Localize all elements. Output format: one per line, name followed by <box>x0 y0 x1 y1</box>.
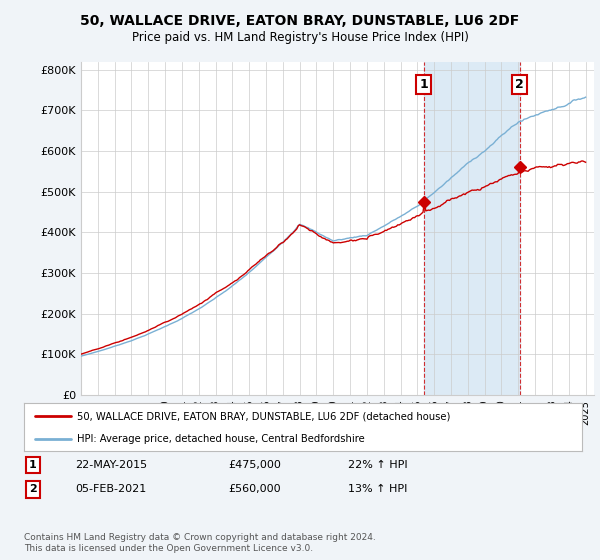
Text: 1: 1 <box>419 78 428 91</box>
Text: 22-MAY-2015: 22-MAY-2015 <box>75 460 147 470</box>
Text: £560,000: £560,000 <box>228 484 281 494</box>
Text: 1: 1 <box>29 460 37 470</box>
Text: Contains HM Land Registry data © Crown copyright and database right 2024.
This d: Contains HM Land Registry data © Crown c… <box>24 533 376 553</box>
Text: 50, WALLACE DRIVE, EATON BRAY, DUNSTABLE, LU6 2DF (detached house): 50, WALLACE DRIVE, EATON BRAY, DUNSTABLE… <box>77 411 451 421</box>
Text: 2: 2 <box>29 484 37 494</box>
Text: £475,000: £475,000 <box>228 460 281 470</box>
Bar <box>424 62 520 395</box>
Text: Price paid vs. HM Land Registry's House Price Index (HPI): Price paid vs. HM Land Registry's House … <box>131 31 469 44</box>
Text: HPI: Average price, detached house, Central Bedfordshire: HPI: Average price, detached house, Cent… <box>77 434 365 444</box>
Text: 05-FEB-2021: 05-FEB-2021 <box>75 484 146 494</box>
Text: 50, WALLACE DRIVE, EATON BRAY, DUNSTABLE, LU6 2DF: 50, WALLACE DRIVE, EATON BRAY, DUNSTABLE… <box>80 14 520 28</box>
Text: 22% ↑ HPI: 22% ↑ HPI <box>348 460 407 470</box>
Text: 2: 2 <box>515 78 524 91</box>
Text: 13% ↑ HPI: 13% ↑ HPI <box>348 484 407 494</box>
